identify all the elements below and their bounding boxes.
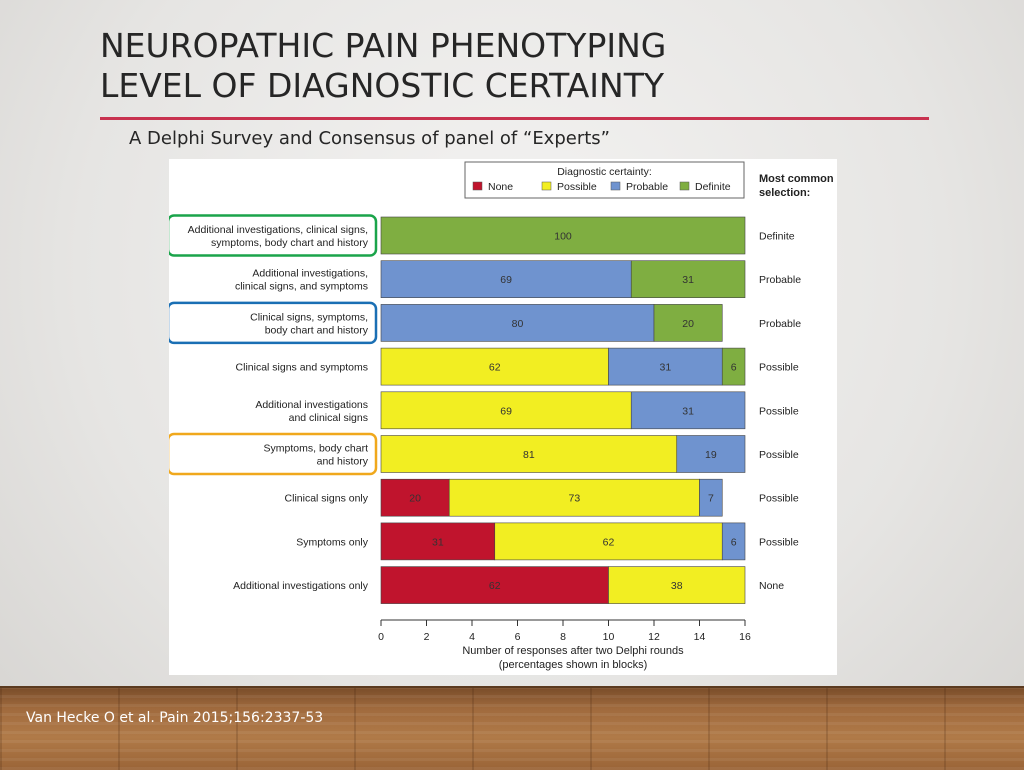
bar-segment-definite: [380, 216, 746, 255]
most-common-label: Probable: [759, 318, 801, 330]
stacked-bar-chart: Diagnostic certainty: None Possible Probabl…: [169, 161, 834, 671]
bar-value-label: 100: [554, 231, 572, 243]
legend-label-definite: Definite: [695, 181, 731, 193]
category-highlight-box: [169, 301, 378, 345]
category-highlight-box: [169, 432, 378, 476]
bar-value-label: 19: [705, 449, 717, 461]
bar-value-label: 69: [500, 274, 512, 286]
bar-value-label: 69: [500, 405, 512, 417]
x-tick-label: 16: [739, 631, 751, 643]
most-common-label: Possible: [759, 362, 799, 374]
legend-swatch-possible: [541, 181, 552, 191]
category-label: Additional investigations only: [233, 580, 369, 592]
bar-value-label: 62: [489, 362, 501, 374]
legend-swatch-definite: [679, 181, 690, 191]
category-label: symptoms, body chart and history: [211, 237, 369, 249]
bar-segment-possible: [494, 522, 723, 561]
category-label: Clinical signs, symptoms,: [250, 311, 368, 323]
bar-segment-probable: [676, 435, 746, 473]
chart-panel: Diagnostic certainty: None Possible Probabl…: [169, 159, 837, 675]
most-common-label: Possible: [759, 536, 799, 548]
bar-value-label: 31: [432, 536, 444, 548]
bar-value-label: 6: [731, 362, 737, 374]
legend-box: [464, 161, 745, 199]
slide-title: NEUROPATHIC PAIN PHENOTYPING LEVEL OF DI…: [100, 26, 666, 106]
legend-swatch-probable: [610, 181, 621, 191]
title-divider: [100, 117, 929, 120]
bar-value-label: 6: [731, 536, 737, 548]
bar-segment-possible: [380, 347, 609, 386]
right-column-title-line-2: selection:: [759, 187, 810, 199]
bar-segment-definite: [721, 347, 746, 386]
x-tick-label: 10: [603, 631, 615, 643]
category-label: clinical signs, and symptoms: [235, 281, 368, 293]
right-column-title-line-1: Most common: [759, 173, 834, 185]
x-tick-label: 12: [648, 631, 660, 643]
bar-segment-probable: [721, 522, 746, 561]
legend-title: Diagnostic certainty:: [557, 166, 652, 178]
category-label: body chart and history: [265, 324, 369, 336]
bar-value-label: 62: [603, 536, 615, 548]
most-common-label: Possible: [759, 405, 799, 417]
category-label: Additional investigations: [255, 399, 368, 411]
most-common-label: Possible: [759, 449, 799, 461]
slide-title-line-1: NEUROPATHIC PAIN PHENOTYPING: [100, 26, 667, 65]
slide-subtitle: A Delphi Survey and Consensus of panel o…: [129, 128, 610, 149]
citation: Van Hecke O et al. Pain 2015;156:2337-53: [26, 710, 324, 726]
x-axis-title: Number of responses after two Delphi rou…: [462, 645, 684, 657]
bar-segment-definite: [630, 260, 746, 298]
bar-value-label: 20: [409, 493, 421, 505]
category-label: Symptoms only: [296, 536, 369, 548]
bar-value-label: 31: [682, 405, 694, 417]
x-tick-label: 8: [560, 631, 566, 643]
x-tick-label: 2: [424, 631, 430, 643]
bar-segment-none: [380, 478, 450, 517]
legend-swatch-none: [472, 181, 483, 191]
category-label: Additional investigations, clinical sign…: [188, 224, 368, 236]
category-label: Clinical signs only: [285, 493, 369, 505]
category-label: and history: [317, 456, 369, 468]
bar-segment-possible: [608, 566, 746, 604]
category-label: Symptoms, body chart: [264, 443, 369, 455]
wood-floor: [0, 686, 1024, 770]
bar-segment-probable: [630, 391, 746, 430]
bar-value-label: 20: [682, 318, 694, 330]
most-common-label: None: [759, 580, 784, 592]
most-common-label: Definite: [759, 231, 795, 243]
category-label: Additional investigations,: [252, 268, 368, 280]
bar-value-label: 38: [671, 580, 683, 592]
x-tick-label: 6: [515, 631, 521, 643]
bar-value-label: 81: [523, 449, 535, 461]
slide-title-line-2: LEVEL OF DIAGNOSTIC CERTAINTY: [100, 66, 665, 105]
bar-value-label: 31: [660, 362, 672, 374]
legend-label-probable: Probable: [626, 181, 668, 193]
bar-segment-none: [380, 522, 496, 561]
bar-segment-possible: [448, 478, 700, 517]
bar-segment-none: [380, 566, 609, 604]
bar-value-label: 7: [708, 493, 714, 505]
bar-value-label: 80: [512, 318, 524, 330]
bar-segment-probable: [608, 347, 723, 386]
bar-value-label: 73: [569, 493, 581, 505]
x-tick-label: 4: [469, 631, 475, 643]
category-label: Clinical signs and symptoms: [236, 362, 368, 374]
bar-segment-definite: [653, 304, 723, 342]
most-common-label: Possible: [759, 493, 799, 505]
x-tick-label: 14: [694, 631, 706, 643]
legend-label-possible: Possible: [557, 181, 597, 193]
bar-value-label: 62: [489, 580, 501, 592]
category-label: and clinical signs: [289, 412, 368, 424]
bar-segment-probable: [380, 260, 632, 298]
bar-segment-possible: [380, 391, 632, 430]
category-highlight-box: [169, 214, 378, 257]
x-tick-label: 0: [378, 631, 384, 643]
legend-label-none: None: [488, 181, 513, 193]
bar-value-label: 31: [682, 274, 694, 286]
x-axis-note: (percentages shown in blocks): [499, 659, 648, 671]
most-common-label: Probable: [759, 274, 801, 286]
bar-segment-probable: [699, 478, 723, 517]
bar-segment-possible: [380, 435, 678, 473]
